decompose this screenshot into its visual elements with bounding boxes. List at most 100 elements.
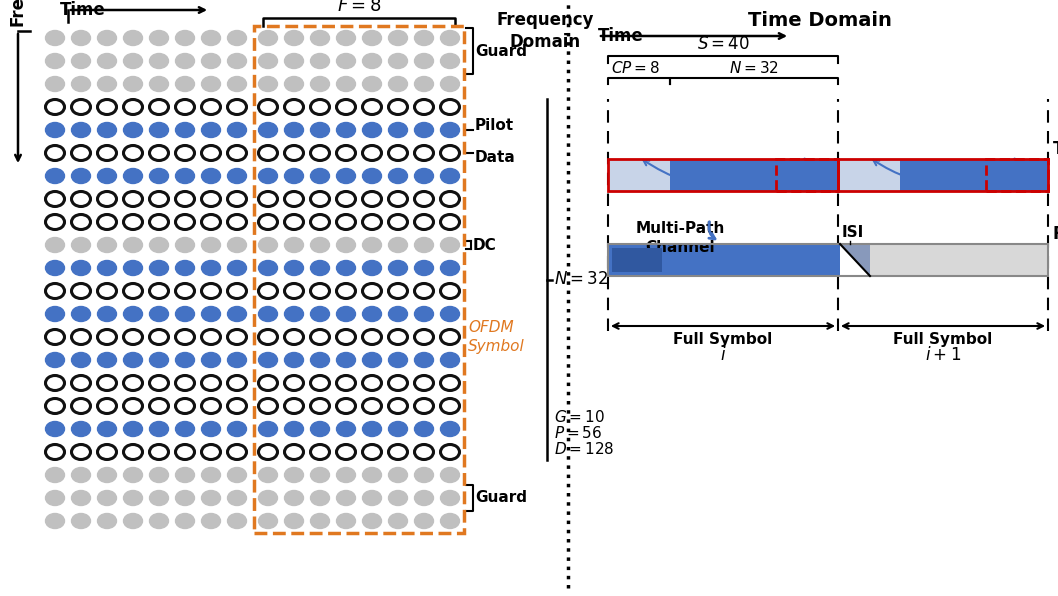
Ellipse shape xyxy=(149,169,168,184)
Ellipse shape xyxy=(97,445,116,460)
Ellipse shape xyxy=(149,191,168,206)
Bar xyxy=(608,244,840,276)
Ellipse shape xyxy=(149,306,168,321)
Ellipse shape xyxy=(45,237,65,253)
Ellipse shape xyxy=(149,54,168,69)
Ellipse shape xyxy=(97,399,116,414)
Ellipse shape xyxy=(124,100,143,114)
Ellipse shape xyxy=(388,514,407,529)
Ellipse shape xyxy=(440,375,459,390)
Text: RX Signal: RX Signal xyxy=(1053,225,1058,243)
Ellipse shape xyxy=(149,421,168,436)
Ellipse shape xyxy=(176,514,195,529)
Ellipse shape xyxy=(285,375,304,390)
Ellipse shape xyxy=(310,54,329,69)
Ellipse shape xyxy=(336,421,355,436)
Ellipse shape xyxy=(176,421,195,436)
Text: $D=128$: $D=128$ xyxy=(554,441,615,457)
Ellipse shape xyxy=(201,260,220,275)
Ellipse shape xyxy=(201,123,220,138)
Ellipse shape xyxy=(363,215,382,229)
Ellipse shape xyxy=(363,514,382,529)
Ellipse shape xyxy=(176,169,195,184)
Ellipse shape xyxy=(258,284,277,299)
Ellipse shape xyxy=(285,421,304,436)
Ellipse shape xyxy=(388,76,407,92)
Ellipse shape xyxy=(388,100,407,114)
Ellipse shape xyxy=(124,260,143,275)
Ellipse shape xyxy=(176,30,195,45)
Ellipse shape xyxy=(72,237,91,253)
Ellipse shape xyxy=(124,399,143,414)
Ellipse shape xyxy=(388,123,407,138)
Ellipse shape xyxy=(97,330,116,344)
Ellipse shape xyxy=(336,100,355,114)
Ellipse shape xyxy=(415,30,434,45)
Ellipse shape xyxy=(201,54,220,69)
Ellipse shape xyxy=(310,421,329,436)
Ellipse shape xyxy=(415,330,434,344)
Ellipse shape xyxy=(176,191,195,206)
Ellipse shape xyxy=(336,54,355,69)
Ellipse shape xyxy=(388,421,407,436)
Ellipse shape xyxy=(388,54,407,69)
Ellipse shape xyxy=(45,123,65,138)
Ellipse shape xyxy=(72,260,91,275)
Ellipse shape xyxy=(388,145,407,160)
Ellipse shape xyxy=(227,215,247,229)
Ellipse shape xyxy=(72,100,91,114)
Ellipse shape xyxy=(227,421,247,436)
Ellipse shape xyxy=(227,169,247,184)
Ellipse shape xyxy=(201,191,220,206)
Ellipse shape xyxy=(363,421,382,436)
Ellipse shape xyxy=(124,491,143,505)
Ellipse shape xyxy=(176,306,195,321)
Ellipse shape xyxy=(227,467,247,483)
Ellipse shape xyxy=(176,54,195,69)
Ellipse shape xyxy=(440,191,459,206)
Ellipse shape xyxy=(440,237,459,253)
Ellipse shape xyxy=(285,284,304,299)
Ellipse shape xyxy=(124,306,143,321)
Ellipse shape xyxy=(336,260,355,275)
Ellipse shape xyxy=(336,467,355,483)
Bar xyxy=(608,244,1048,276)
Ellipse shape xyxy=(310,30,329,45)
Ellipse shape xyxy=(124,191,143,206)
Ellipse shape xyxy=(285,352,304,368)
Ellipse shape xyxy=(258,260,277,275)
Ellipse shape xyxy=(258,375,277,390)
Ellipse shape xyxy=(124,330,143,344)
Ellipse shape xyxy=(336,237,355,253)
Ellipse shape xyxy=(227,399,247,414)
Ellipse shape xyxy=(310,100,329,114)
Ellipse shape xyxy=(201,399,220,414)
Ellipse shape xyxy=(97,145,116,160)
Ellipse shape xyxy=(97,260,116,275)
Ellipse shape xyxy=(176,399,195,414)
Ellipse shape xyxy=(440,352,459,368)
Ellipse shape xyxy=(45,76,65,92)
Ellipse shape xyxy=(285,514,304,529)
Ellipse shape xyxy=(310,237,329,253)
Ellipse shape xyxy=(415,169,434,184)
Ellipse shape xyxy=(72,145,91,160)
Ellipse shape xyxy=(227,100,247,114)
Ellipse shape xyxy=(97,76,116,92)
Ellipse shape xyxy=(45,421,65,436)
Ellipse shape xyxy=(310,352,329,368)
Ellipse shape xyxy=(124,514,143,529)
Ellipse shape xyxy=(45,260,65,275)
Ellipse shape xyxy=(97,237,116,253)
Ellipse shape xyxy=(149,100,168,114)
Ellipse shape xyxy=(45,215,65,229)
Ellipse shape xyxy=(258,215,277,229)
Ellipse shape xyxy=(310,215,329,229)
Ellipse shape xyxy=(45,30,65,45)
Ellipse shape xyxy=(336,306,355,321)
Ellipse shape xyxy=(149,123,168,138)
Ellipse shape xyxy=(363,145,382,160)
Ellipse shape xyxy=(440,491,459,505)
Ellipse shape xyxy=(149,145,168,160)
Ellipse shape xyxy=(336,169,355,184)
